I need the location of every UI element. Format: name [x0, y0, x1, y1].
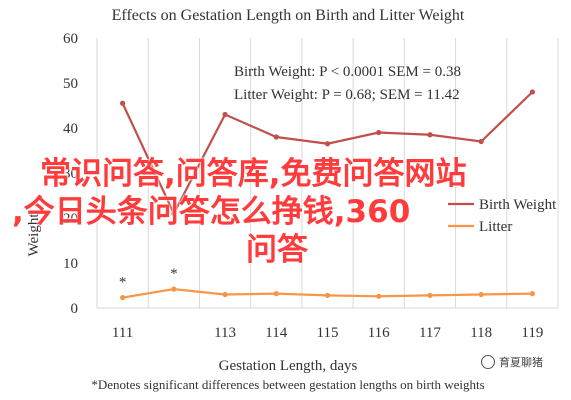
- y-axis-ticks: 0 10 20 30 40 50 60: [63, 31, 78, 317]
- x-tick-label: 117: [419, 325, 441, 341]
- data-point: [478, 138, 484, 145]
- series-line-0: [121, 91, 534, 216]
- y-tick-label: 0: [71, 301, 79, 317]
- y-tick-label: 10: [63, 256, 78, 272]
- annotation-birth: Birth Weight: P < 0.0001 SEM = 0.38: [234, 64, 461, 80]
- y-tick-label: 30: [63, 166, 78, 182]
- data-point: [324, 292, 331, 298]
- x-tick-label: 114: [265, 325, 287, 341]
- data-point: [120, 295, 126, 301]
- legend-label: Litter: [479, 219, 512, 235]
- y-tick-label: 50: [63, 76, 78, 92]
- significance-mark: *: [170, 266, 178, 282]
- legend: Birth Weight Litter: [448, 197, 557, 235]
- data-point: [171, 210, 177, 217]
- data-point: [324, 141, 331, 147]
- x-tick-label: 116: [368, 325, 390, 341]
- data-point: [171, 286, 177, 292]
- data-point: [529, 291, 535, 297]
- data-point: [427, 132, 433, 138]
- x-tick-label: 118: [470, 325, 492, 341]
- x-tick-label: 119: [521, 325, 543, 341]
- significance-mark: *: [119, 275, 127, 291]
- x-axis-label: Gestation Length, days: [219, 358, 358, 374]
- footnote: *Denotes significant differences between…: [91, 377, 484, 392]
- data-point: [273, 291, 279, 297]
- grid: [96, 38, 559, 309]
- legend-label: Birth Weight: [479, 197, 557, 213]
- y-axis-label: Weight: [26, 213, 42, 257]
- series-layer: **: [119, 89, 535, 301]
- data-point: [273, 134, 279, 140]
- chart-title: Effects on Gestation Length on Birth and…: [112, 7, 465, 24]
- source-badge: 育夏聊猪: [481, 354, 543, 370]
- data-point: [222, 111, 228, 118]
- y-tick-label: 40: [63, 121, 78, 137]
- data-point: [376, 293, 382, 299]
- wechat-icon: [481, 355, 495, 369]
- x-tick-label: 111: [112, 325, 133, 341]
- data-point: [529, 89, 535, 95]
- x-axis-ticks: 111 113 114 115 116 117 118 119: [112, 325, 543, 341]
- y-tick-label: 20: [63, 211, 78, 227]
- x-tick-label: 115: [317, 325, 339, 341]
- data-point: [376, 129, 382, 136]
- data-point: [427, 292, 433, 298]
- x-tick-label: 113: [214, 325, 236, 341]
- data-point: [478, 291, 484, 298]
- data-point: [222, 291, 228, 298]
- source-badge-label: 育夏聊猪: [499, 356, 543, 369]
- annotation-litter: Litter Weight: P = 0.68; SEM = 11.42: [234, 87, 460, 103]
- y-tick-label: 60: [63, 31, 78, 47]
- data-point: [120, 100, 126, 106]
